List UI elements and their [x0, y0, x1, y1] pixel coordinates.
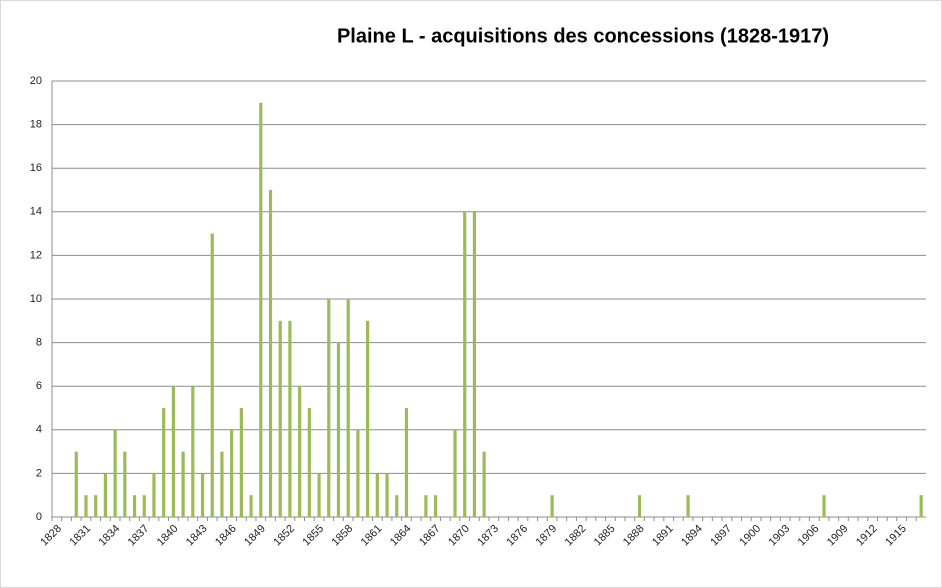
bar	[346, 299, 350, 517]
bar	[142, 495, 146, 517]
bar	[356, 429, 360, 517]
y-tick-label: 10	[30, 293, 42, 305]
bar	[385, 473, 389, 517]
y-tick-label: 4	[36, 424, 42, 436]
bar	[298, 386, 302, 517]
bar	[278, 320, 282, 517]
bar	[103, 473, 108, 517]
bar	[94, 495, 98, 517]
bar	[249, 495, 253, 517]
chart-title: Plaine L - acquisitions des concessions …	[337, 25, 829, 47]
bar	[113, 429, 117, 517]
bar	[686, 495, 690, 517]
bar	[288, 320, 292, 517]
bar	[181, 451, 185, 517]
y-tick-label: 8	[36, 337, 42, 349]
bar	[550, 495, 554, 517]
bar	[919, 495, 923, 517]
y-tick-label: 2	[36, 467, 42, 479]
bar	[171, 386, 175, 517]
bar	[74, 451, 78, 517]
y-tick-label: 16	[30, 162, 42, 174]
bar	[327, 299, 331, 517]
bar	[395, 495, 399, 517]
bar	[463, 211, 467, 518]
bar	[433, 495, 438, 517]
bar	[220, 451, 224, 517]
y-tick-label: 18	[30, 119, 42, 131]
y-tick-label: 20	[30, 75, 42, 87]
y-tick-label: 14	[30, 206, 42, 218]
bar	[162, 408, 166, 517]
y-tick-label: 12	[30, 249, 42, 261]
bar	[84, 495, 88, 517]
bar	[637, 495, 642, 517]
bar	[239, 408, 243, 517]
bar	[375, 473, 379, 517]
bar	[336, 342, 341, 517]
bar	[317, 473, 321, 517]
bar	[268, 190, 273, 517]
bar	[424, 495, 428, 517]
y-tick-label: 6	[36, 380, 42, 392]
bar	[453, 429, 457, 517]
bar	[482, 451, 486, 517]
bar	[123, 451, 127, 517]
bar	[307, 408, 311, 517]
y-tick-label: 0	[36, 511, 42, 523]
bar	[259, 102, 263, 518]
bar	[210, 233, 214, 517]
bar	[132, 495, 137, 517]
bar	[366, 320, 370, 517]
bar	[230, 429, 234, 517]
bar	[152, 473, 156, 517]
bar	[822, 495, 826, 517]
bar	[404, 408, 409, 517]
bar	[191, 386, 195, 517]
bar	[200, 473, 205, 517]
bar	[472, 211, 477, 518]
